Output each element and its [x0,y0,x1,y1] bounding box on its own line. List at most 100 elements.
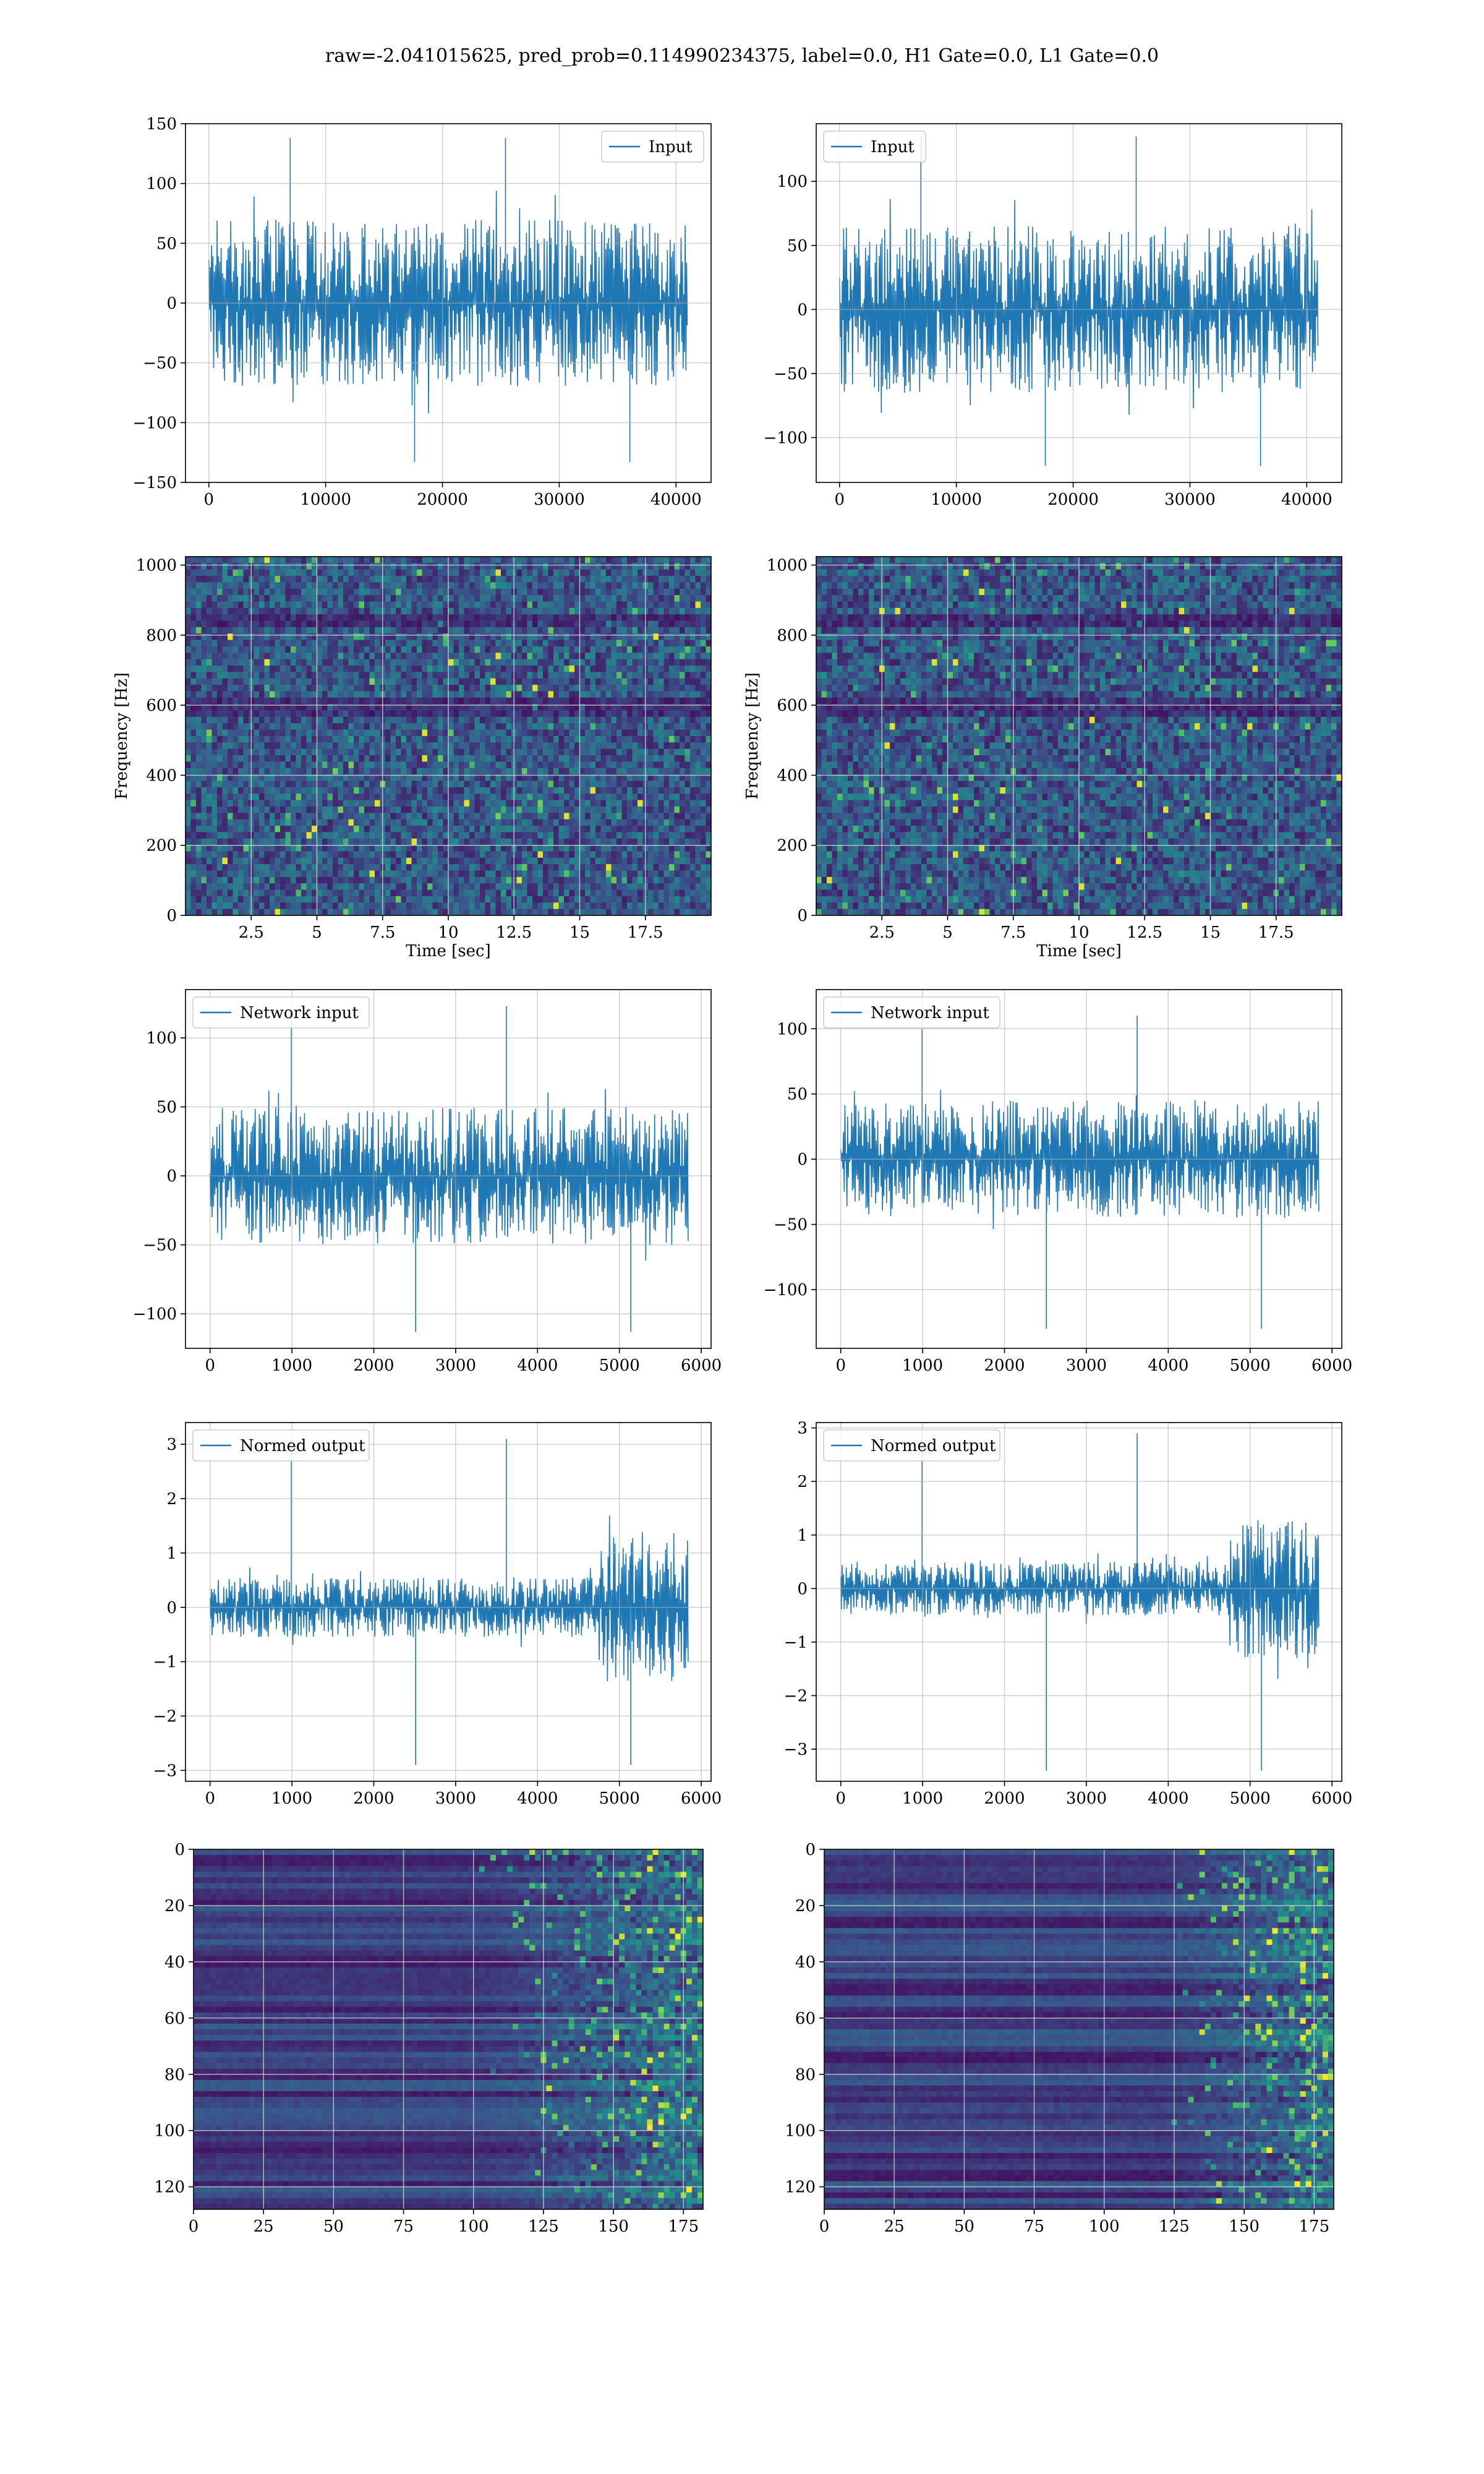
heatmap-cell [606,845,612,852]
heatmap-cell [201,781,207,788]
heatmap-cell [553,794,560,801]
heatmap-cell [680,659,686,666]
heatmap-cell [354,710,360,717]
heatmap-cell [432,774,438,782]
heatmap-cell [411,563,417,570]
heatmap-cell [275,768,281,775]
heatmap-cell [280,813,286,820]
heatmap-cell [270,633,276,641]
heatmap-cell [690,832,696,839]
heatmap-cell [211,685,218,692]
heatmap-cell [464,838,470,845]
heatmap-cell [574,685,581,692]
heatmap-cell [648,781,654,788]
heatmap-cell [527,678,533,685]
heatmap-cell [574,781,581,788]
heatmap-cell [385,582,391,589]
heatmap-cell [490,607,497,615]
heatmap-cell [464,800,470,807]
heatmap-cell [606,704,612,711]
heatmap-cell [684,742,691,750]
heatmap-cell [585,569,591,576]
heatmap-cell [438,704,444,711]
heatmap-cell [211,653,218,660]
heatmap-cell [674,653,680,660]
heatmap-cell [490,672,497,679]
heatmap-cell [663,678,670,685]
heatmap-cell [469,723,475,730]
heatmap-cell [312,794,318,801]
heatmap-cell [259,806,265,813]
heatmap-cell [453,678,459,685]
heatmap-cell [243,607,249,615]
heatmap-cell [590,582,596,589]
heatmap-cell [222,813,228,820]
heatmap-cell [453,729,459,737]
heatmap-cell [396,838,402,845]
heatmap-cell [196,659,202,666]
heatmap-cell [684,704,691,711]
heatmap-cell [301,557,307,563]
heatmap-cell [291,576,297,583]
heatmap-cell [459,832,465,839]
heatmap-cell [532,748,539,756]
heatmap-cell [464,691,470,698]
heatmap-cell [621,864,628,871]
heatmap-cell [312,774,318,782]
heatmap-cell [522,729,528,737]
heatmap-cell [548,768,554,775]
heatmap-cell [616,659,623,666]
heatmap-cell [669,582,675,589]
heatmap-cell [280,838,286,845]
heatmap-cell [706,736,711,743]
heatmap-cell [459,787,465,794]
heatmap-cell [564,614,570,622]
heatmap-cell [532,826,539,833]
heatmap-cell [579,678,586,685]
heatmap-cell [427,800,433,807]
heatmap-cell [401,781,407,788]
heatmap-cell [359,851,365,858]
heatmap-cell [186,666,192,673]
heatmap-cell [217,826,223,833]
heatmap-cell [222,685,228,692]
heatmap-cell [264,768,270,775]
heatmap-cell [375,697,381,704]
heatmap-cell [659,557,665,563]
heatmap-cell [217,774,223,782]
heatmap-cell [207,595,213,602]
heatmap-cell [527,620,533,628]
heatmap-cell [680,601,686,609]
heatmap-cell [501,640,507,647]
heatmap-cell [663,736,670,743]
heatmap-cell [228,697,234,704]
heatmap-cell [490,659,497,666]
heatmap-cell [600,826,607,833]
heatmap-cell [217,672,223,679]
heatmap-cell [600,864,607,871]
heatmap-cell [254,864,260,871]
heatmap-cell [196,691,202,698]
heatmap-cell [701,819,707,826]
heatmap-cell [569,716,575,724]
heatmap-cell [621,851,628,858]
heatmap-cell [238,633,244,641]
heatmap-cell [680,582,686,589]
heatmap-cell [579,653,586,660]
heatmap-cell [527,774,533,782]
heatmap-cell [275,646,281,653]
heatmap-cell [432,576,438,583]
heatmap-cell [464,563,470,570]
heatmap-cell [385,832,391,839]
heatmap-cell [459,755,465,763]
heatmap-cell [495,666,501,673]
heatmap-cell [453,607,459,615]
heatmap-cell [490,857,497,865]
heatmap-cell [201,691,207,698]
heatmap-cell [296,800,302,807]
heatmap-cell [506,781,512,788]
heatmap-cell [616,607,623,615]
heatmap-cell [474,691,480,698]
heatmap-cell [285,563,291,570]
heatmap-cell [406,607,412,615]
